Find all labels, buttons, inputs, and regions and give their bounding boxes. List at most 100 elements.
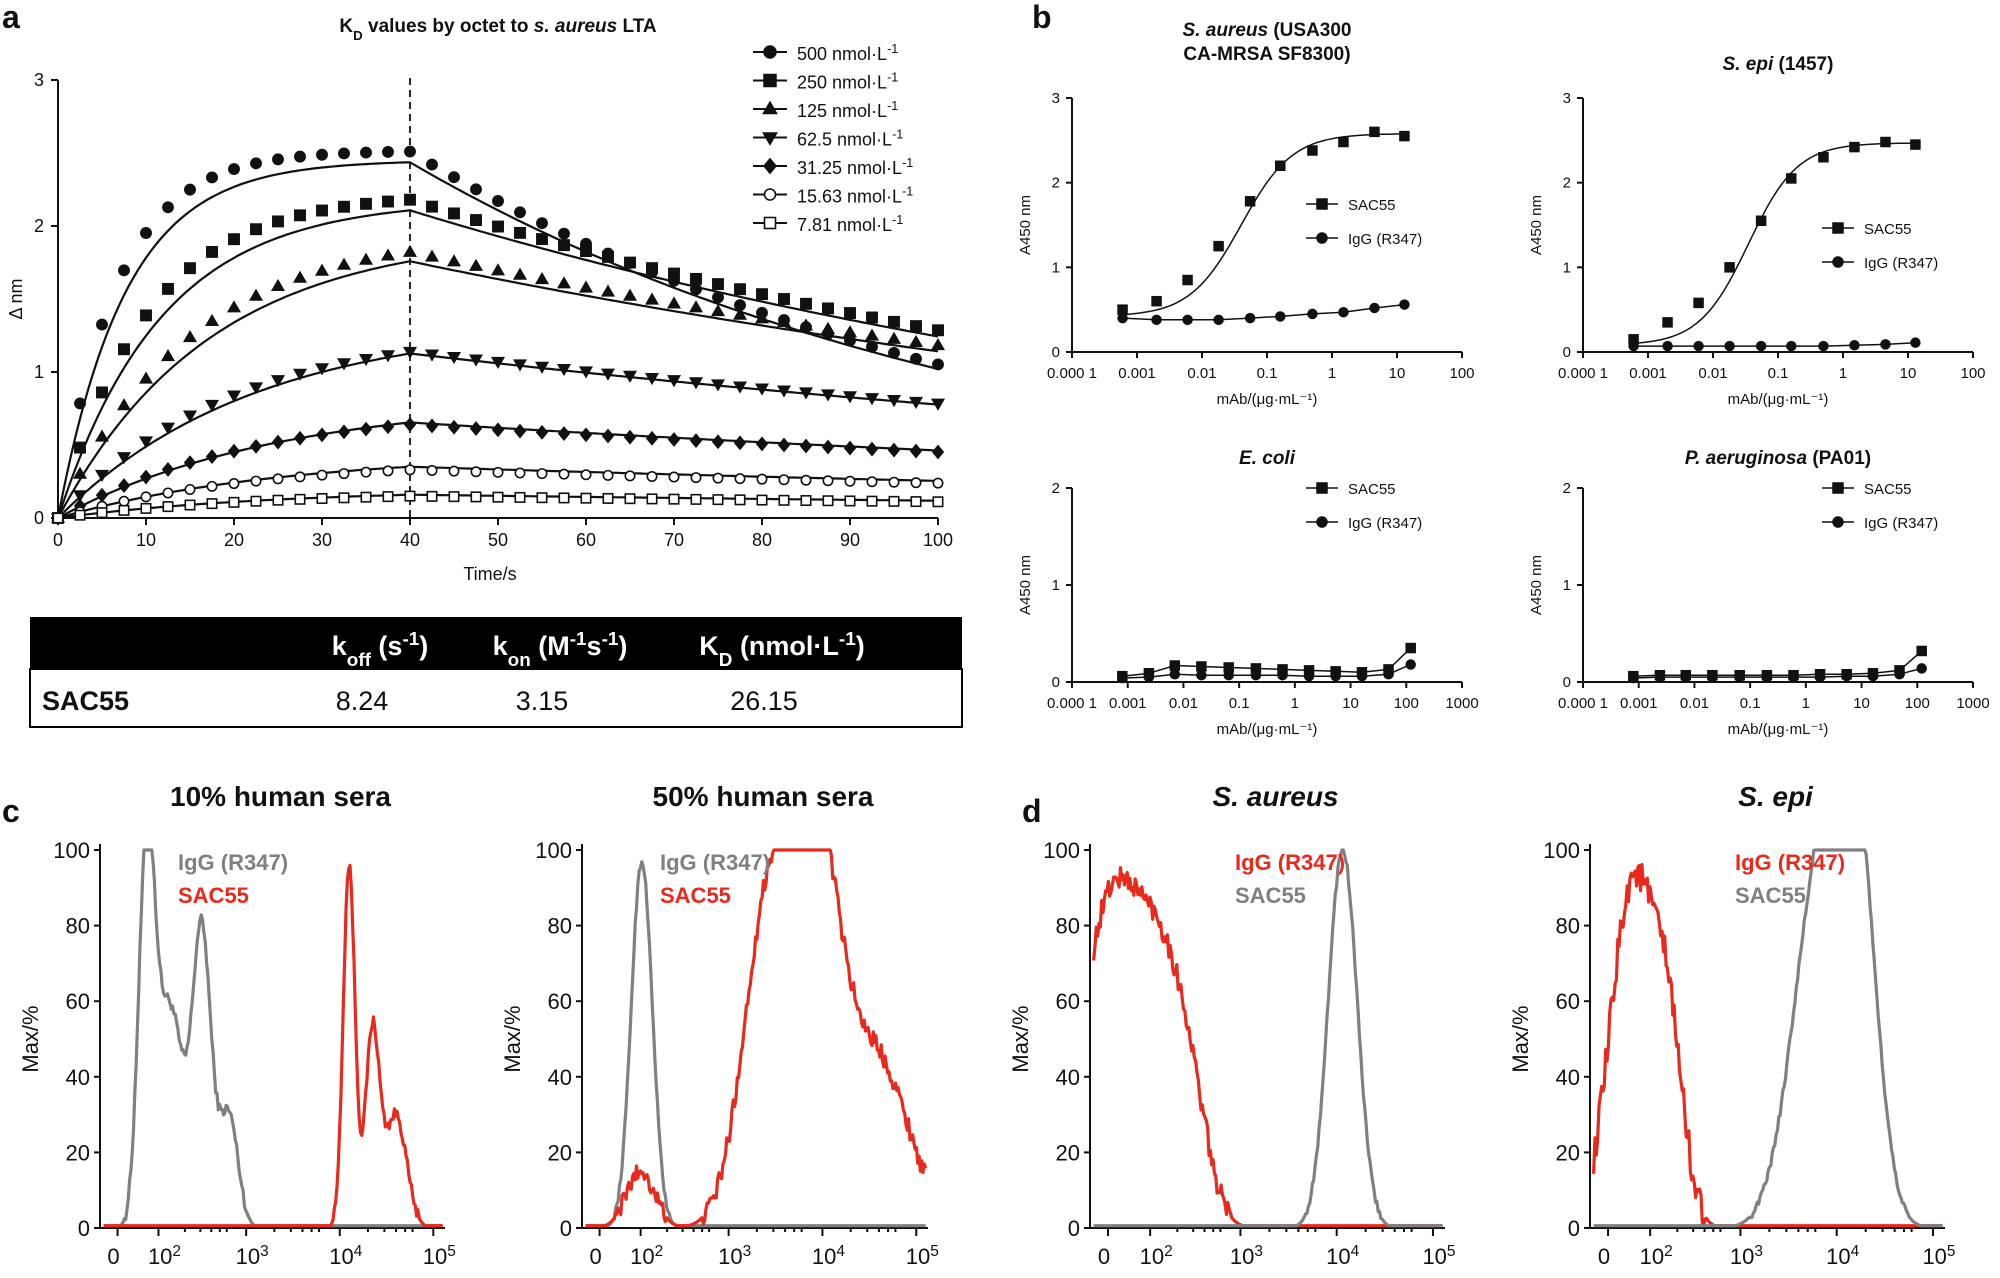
chart-a-ytick-label: 2 [34,216,44,236]
chart-a-point [580,492,592,504]
chart-b1-xtick-label: 0.000 1 [1047,365,1097,382]
chart-b3-xtick-label: 0.001 [1109,695,1147,712]
chart-b2-legend-label: SAC55 [1864,221,1912,238]
chart-a-point [820,321,836,334]
chart-a-point [270,375,286,388]
chart-a-point [72,466,88,479]
chart-c1-series-0 [103,848,443,1228]
chart-a-xtick-label: 80 [752,530,772,550]
chart-a-point [578,280,594,293]
chart-a-point [424,349,440,362]
chart-d1-ylabel: Max/% [1008,1005,1033,1072]
chart-a-point [272,473,284,485]
chart-a-point [602,492,614,504]
chart-a-point [822,495,834,507]
chart-a-point [624,470,636,482]
chart-a-point [52,512,64,524]
chart-d2-legend-label: SAC55 [1735,883,1806,908]
chart-a-point [688,377,704,390]
chart-b3-point [1330,670,1341,682]
kd-table: koff (s-1) kon (M-1s-1) KD (nmol·L-1) SAC55… [29,617,963,728]
chart-a-point [316,204,328,217]
chart-a-point [271,434,285,450]
chart-a-point [360,197,372,210]
chart-b3-xtick-label: 0.1 [1229,695,1250,712]
chart-b3-point [1356,670,1368,682]
chart-a-point [250,157,262,170]
chart-a-point [206,498,218,510]
chart-a-point [909,443,923,459]
chart-b3-ytick-label: 2 [1052,480,1060,497]
chart-b1-series-0 [1117,126,1410,316]
chart-a-point [250,475,262,487]
chart-a-point [820,389,836,402]
chart-a-xtick-label: 50 [488,530,508,550]
chart-a-point [864,328,880,341]
chart-a-point [777,437,791,453]
chart-b3: E. coli 0.000 1 0.001 0.01 0.1 1 10 100 1000 0 1 2 m… [1017,448,1479,738]
chart-a-point [887,442,901,458]
chart-a-point [425,418,439,434]
chart-b2-point [1662,340,1673,352]
chart-a-point [689,433,703,449]
chart-a-point [690,493,702,505]
chart-a-point [226,390,242,403]
kd-table-value-2: 26.15 [730,686,798,716]
chart-a-point [557,426,571,441]
chart-b4-title: P. aeruginosa (PA01) [1685,448,1871,469]
chart-a-point [448,207,460,220]
chart-b2-line [1633,341,1916,347]
chart-a-point [776,385,792,398]
chart-a-point [448,491,460,503]
chart-b2-point [1724,262,1735,273]
chart-b4-point [1867,670,1879,682]
chart-a-series-2 [50,244,946,523]
chart-a-title: KD values by octet to s. aureus LTA [339,16,656,43]
chart-b1-xtick-label: 0.001 [1118,365,1156,382]
chart-a-point [710,379,726,392]
chart-a-point [512,267,528,280]
chart-b1-point [1399,299,1410,310]
chart-a-point [162,282,174,295]
chart-a-point [492,195,504,207]
chart-c1-legend-label: IgG (R347) [178,850,288,875]
chart-a-point [470,214,482,226]
chart-c1-xtick-label: 105 [423,1243,456,1270]
chart-a-point [94,429,110,442]
chart-b3-point [1303,670,1315,682]
chart-b4-line [1633,650,1923,677]
chart-a-point [886,395,902,408]
chart-a-point [734,283,746,296]
chart-d1-legend-label: IgG (R347) [1235,850,1345,875]
chart-b3-point [1196,661,1207,672]
chart-b3-point [1277,669,1288,681]
panel-label-b: b [1032,0,1052,35]
panel-label-a: a [2,0,20,35]
chart-b1-xlabel: mAb/(μg·mL⁻¹) [1217,391,1318,408]
chart-a-point [292,270,308,283]
chart-b3-legend-label: SAC55 [1348,481,1396,498]
chart-c1-legend-label: SAC55 [178,883,249,908]
kd-table-header-0: koff (s-1) [332,629,428,671]
chart-a-point [512,359,528,372]
chart-a-point [536,233,548,246]
chart-a-xtick-label: 0 [53,530,63,550]
chart-a-point [866,495,878,507]
chart-a-series-6 [52,490,944,524]
chart-a-point [754,311,770,324]
chart-a-point [162,501,174,513]
chart-a-point [778,494,790,506]
chart-b4-legend-label: IgG (R347) [1864,515,1938,532]
chart-b3-ylabel: A450 nm [1017,555,1034,615]
chart-b2-ylabel: A450 nm [1528,195,1545,255]
chart-a-point [536,492,548,504]
chart-a-point [138,436,154,449]
chart-a-xtick-label: 90 [840,530,860,550]
chart-b1-ytick-label: 0 [1052,344,1060,361]
chart-b1-legend-label: IgG (R347) [1348,231,1422,248]
chart-a-point [556,276,572,289]
chart-d2-series-1 [1593,848,1943,1228]
chart-a-point [184,183,196,196]
chart-a-point [161,462,175,477]
